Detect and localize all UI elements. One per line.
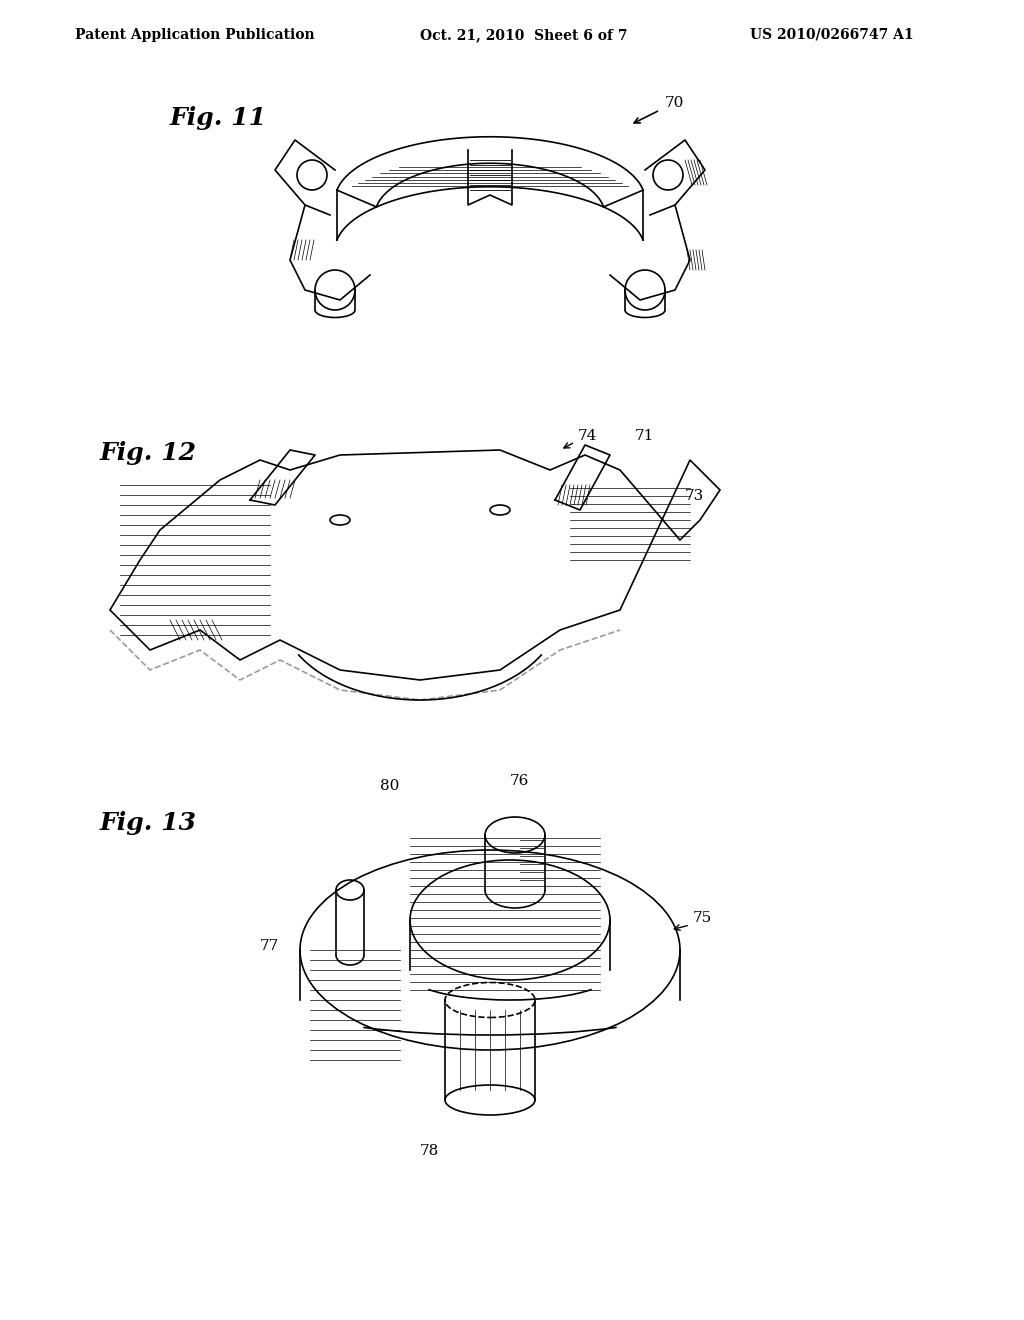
Text: Fig. 11: Fig. 11 bbox=[170, 106, 267, 129]
Text: 71: 71 bbox=[635, 429, 654, 444]
Text: 73: 73 bbox=[685, 488, 705, 503]
Text: Oct. 21, 2010  Sheet 6 of 7: Oct. 21, 2010 Sheet 6 of 7 bbox=[420, 28, 628, 42]
Text: 70: 70 bbox=[665, 96, 684, 110]
Text: 75: 75 bbox=[693, 911, 713, 925]
Text: 74: 74 bbox=[578, 429, 597, 444]
Text: 76: 76 bbox=[510, 774, 529, 788]
Text: 77: 77 bbox=[260, 939, 280, 953]
Text: Fig. 13: Fig. 13 bbox=[100, 810, 197, 836]
Text: US 2010/0266747 A1: US 2010/0266747 A1 bbox=[750, 28, 913, 42]
Text: Fig. 12: Fig. 12 bbox=[100, 441, 197, 465]
Text: 78: 78 bbox=[420, 1144, 439, 1158]
Text: Patent Application Publication: Patent Application Publication bbox=[75, 28, 314, 42]
Text: 80: 80 bbox=[380, 779, 399, 793]
